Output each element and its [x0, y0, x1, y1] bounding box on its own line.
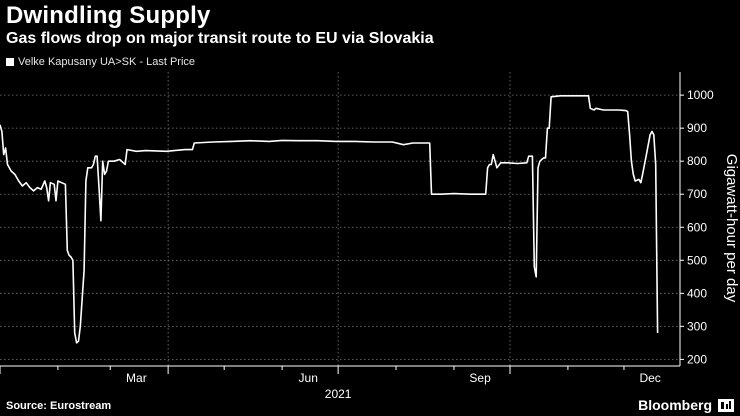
series-layer	[0, 95, 659, 344]
legend-swatch	[6, 58, 14, 66]
brand-logo-text: Bloomberg	[638, 397, 712, 413]
y-tick-label: 1000	[687, 88, 714, 102]
grid-lines	[0, 72, 680, 366]
y-tick-label: 300	[687, 319, 707, 333]
x-axis: Mar Jun Sep Dec 2021	[0, 365, 680, 401]
y-tick-label: 800	[687, 154, 707, 168]
y-tick-label: 500	[687, 253, 707, 267]
chart-subtitle: Gas flows drop on major transit route to…	[6, 30, 434, 47]
y-tick-label: 600	[687, 220, 707, 234]
x-tick-label: Sep	[469, 371, 491, 385]
y-axis: 200 300 400 500 600 700 800 900 1000	[679, 72, 714, 366]
x-tick-label: Mar	[126, 371, 147, 385]
x-tick-label: Dec	[639, 371, 660, 385]
y-tick-label: 200	[687, 352, 707, 366]
y-tick-label: 900	[687, 121, 707, 135]
legend: Velke Kapusany UA>SK - Last Price	[6, 56, 195, 68]
y-tick-label: 700	[687, 187, 707, 201]
chart-title: Dwindling Supply	[6, 2, 211, 29]
source-note: Source: Eurostream	[6, 400, 112, 412]
y-tick-label: 400	[687, 286, 707, 300]
legend-label: Velke Kapusany UA>SK - Last Price	[18, 56, 196, 68]
x-year-label: 2021	[325, 387, 352, 401]
y-axis-title: Gigawatt-hour per day	[723, 154, 740, 303]
x-tick-label: Jun	[299, 371, 318, 385]
series-line	[0, 95, 659, 344]
bloomberg-mark-icon	[718, 399, 734, 412]
